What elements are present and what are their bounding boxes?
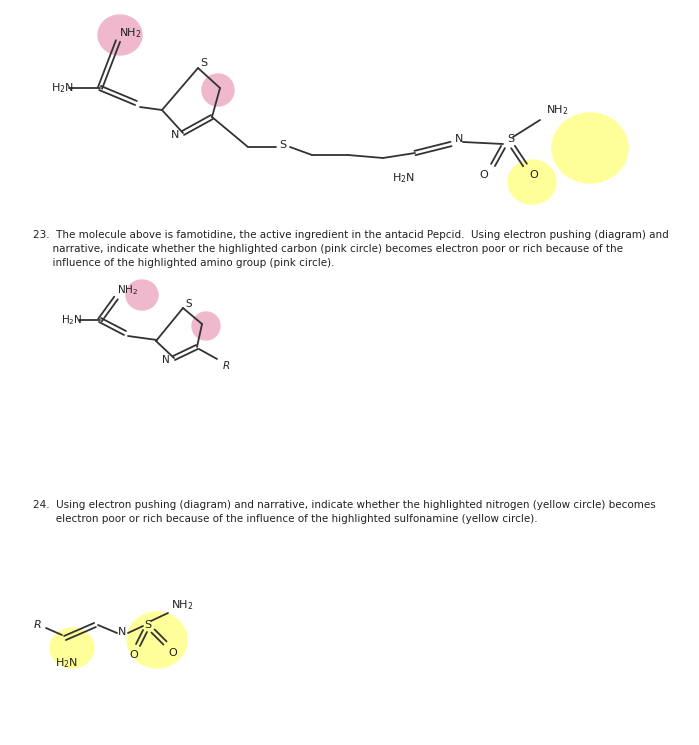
Ellipse shape xyxy=(50,628,94,668)
Text: NH$_2$: NH$_2$ xyxy=(117,283,138,297)
Text: N: N xyxy=(455,134,463,144)
Text: S: S xyxy=(186,299,192,309)
Text: O: O xyxy=(168,648,178,658)
Text: influence of the highlighted amino group (pink circle).: influence of the highlighted amino group… xyxy=(33,258,335,268)
Ellipse shape xyxy=(552,113,628,183)
Text: S: S xyxy=(280,140,287,150)
Text: H$_2$N: H$_2$N xyxy=(50,81,73,95)
Text: N: N xyxy=(162,355,170,365)
Text: N: N xyxy=(118,627,127,637)
Text: H$_2$N: H$_2$N xyxy=(55,656,78,670)
Text: O: O xyxy=(480,170,489,180)
Text: R: R xyxy=(222,361,230,371)
Text: S: S xyxy=(507,134,514,144)
Ellipse shape xyxy=(192,312,220,340)
Text: NH$_2$: NH$_2$ xyxy=(546,103,568,117)
Text: NH$_2$: NH$_2$ xyxy=(119,26,141,40)
Text: S: S xyxy=(145,620,152,630)
Text: H$_2$N: H$_2$N xyxy=(62,313,82,327)
Ellipse shape xyxy=(202,74,234,106)
Text: O: O xyxy=(129,650,138,660)
Text: H$_2$N: H$_2$N xyxy=(391,171,415,185)
Text: 24.  Using electron pushing (diagram) and narrative, indicate whether the highli: 24. Using electron pushing (diagram) and… xyxy=(33,500,656,510)
Ellipse shape xyxy=(126,280,158,310)
Ellipse shape xyxy=(98,15,142,55)
Text: N: N xyxy=(171,130,179,140)
Ellipse shape xyxy=(508,160,556,204)
Text: electron poor or rich because of the influence of the highlighted sulfonamine (y: electron poor or rich because of the inf… xyxy=(33,514,538,524)
Ellipse shape xyxy=(127,612,187,668)
Text: 23.  The molecule above is famotidine, the active ingredient in the antacid Pepc: 23. The molecule above is famotidine, th… xyxy=(33,230,669,240)
Text: O: O xyxy=(530,170,538,180)
Text: narrative, indicate whether the highlighted carbon (pink circle) becomes electro: narrative, indicate whether the highligh… xyxy=(33,244,623,254)
Text: NH$_2$: NH$_2$ xyxy=(171,598,194,612)
Text: R: R xyxy=(34,620,42,630)
Text: S: S xyxy=(201,58,208,68)
